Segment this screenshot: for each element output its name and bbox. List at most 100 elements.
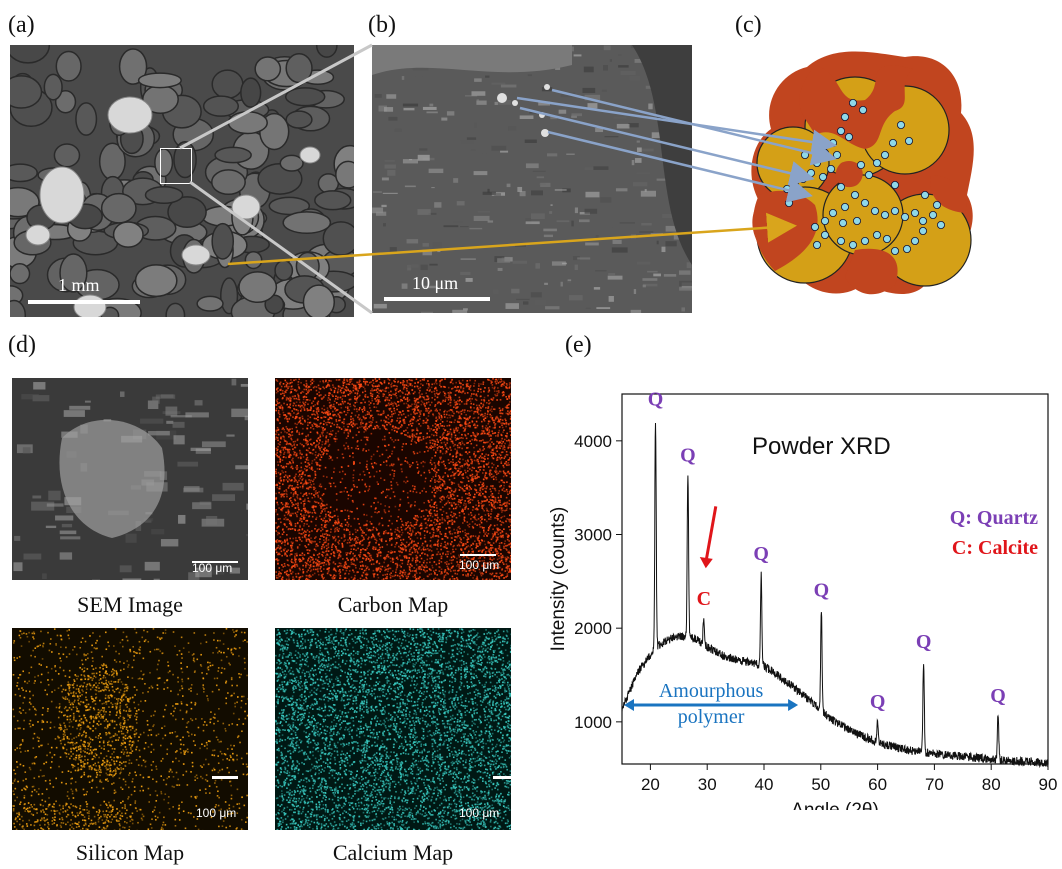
eds-dot — [493, 534, 495, 536]
eds-dot — [409, 490, 412, 492]
eds-dot — [441, 572, 443, 575]
eds-dot — [322, 493, 325, 495]
eds-dot — [420, 400, 423, 402]
sem-speck — [63, 410, 85, 417]
eds-dot — [460, 541, 463, 544]
eds-dot — [319, 449, 322, 452]
eds-dot — [373, 475, 376, 478]
eds-dot — [397, 515, 400, 518]
eds-dot — [443, 394, 446, 397]
eds-dot — [439, 519, 441, 521]
eds-dot — [499, 501, 501, 504]
eds-dot — [489, 471, 491, 474]
surface-speck — [577, 257, 591, 260]
nanoparticle-dot — [849, 99, 858, 108]
eds-dot — [400, 413, 403, 416]
eds-dot — [353, 544, 356, 546]
eds-dot — [461, 567, 464, 570]
eds-dot — [355, 408, 358, 410]
eds-dot — [410, 553, 412, 556]
eds-dot — [344, 487, 347, 489]
eds-dot — [343, 528, 346, 531]
eds-dot — [346, 565, 348, 568]
surface-speck — [500, 84, 517, 88]
eds-dot — [505, 474, 508, 477]
eds-dot — [506, 454, 509, 456]
eds-dot — [442, 447, 444, 450]
eds-dot — [462, 574, 464, 576]
eds-dot — [487, 529, 490, 532]
eds-dot — [305, 482, 308, 485]
eds-dot — [322, 452, 325, 455]
eds-dot — [305, 399, 308, 401]
eds-dot — [450, 481, 453, 483]
eds-dot — [290, 553, 292, 555]
surface-speck — [384, 160, 395, 162]
eds-dot — [375, 569, 377, 571]
eds-dot — [506, 404, 509, 407]
eds-dot — [378, 455, 381, 457]
eds-dot — [470, 518, 472, 520]
eds-dot — [506, 567, 509, 570]
eds-dot — [467, 418, 469, 421]
eds-dot — [495, 564, 497, 566]
eds-dot — [290, 438, 293, 441]
eds-dot — [504, 505, 507, 507]
eds-dot — [413, 397, 416, 400]
eds-dot — [501, 530, 504, 533]
sem-speck — [183, 487, 204, 493]
eds-dot — [419, 379, 422, 382]
eds-dot — [431, 566, 434, 569]
eds-dot — [477, 413, 480, 415]
eds-dot — [374, 378, 377, 380]
eds-dot — [489, 401, 491, 404]
eds-dot — [469, 385, 472, 387]
eds-dot — [485, 531, 488, 534]
eds-dot — [493, 506, 495, 509]
eds-dot — [358, 414, 360, 416]
eds-dot — [383, 510, 386, 513]
eds-dot — [338, 528, 341, 530]
surface-speck — [422, 249, 432, 256]
eds-dot — [397, 458, 400, 461]
surface-speck — [650, 233, 664, 235]
eds-dot — [297, 529, 299, 532]
eds-dot — [419, 524, 422, 526]
eds-dot — [306, 571, 308, 573]
eds-dot — [478, 560, 481, 562]
eds-dot — [483, 484, 485, 486]
eds-dot — [370, 423, 372, 425]
eds-dot — [434, 445, 436, 448]
eds-dot — [323, 408, 326, 411]
eds-dot — [491, 547, 494, 549]
eds-dot — [389, 464, 391, 467]
eds-dot — [324, 488, 327, 490]
eds-dot — [322, 434, 324, 437]
eds-dot — [346, 407, 349, 409]
eds-dot — [304, 474, 306, 476]
eds-dot — [401, 571, 404, 573]
eds-dot — [358, 418, 360, 421]
eds-dot — [423, 487, 425, 490]
eds-dot — [363, 431, 365, 433]
eds-dot — [330, 389, 333, 391]
eds-dot — [280, 404, 283, 407]
eds-dot — [438, 559, 441, 562]
eds-dot — [321, 553, 323, 556]
eds-dot — [284, 571, 286, 574]
eds-dot — [504, 435, 507, 437]
eds-dot — [488, 446, 491, 449]
eds-dot — [501, 394, 504, 397]
eds-dot — [376, 554, 379, 556]
eds-dot — [342, 569, 344, 571]
eds-dot — [487, 550, 490, 553]
eds-dot — [394, 389, 397, 392]
eds-dot — [275, 511, 277, 513]
surface-speck — [415, 76, 423, 78]
eds-dot — [412, 418, 414, 421]
eds-dot — [487, 441, 490, 443]
eds-dot — [399, 417, 401, 419]
eds-dot — [444, 386, 446, 388]
eds-dot — [337, 565, 339, 568]
eds-dot — [506, 439, 508, 442]
